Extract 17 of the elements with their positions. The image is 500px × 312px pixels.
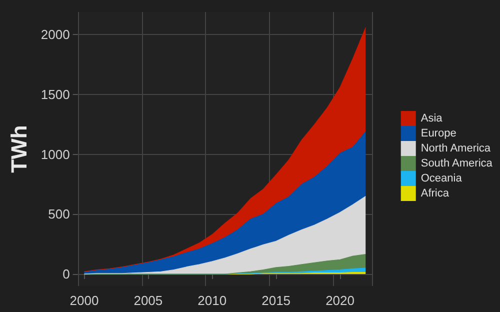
legend-label: Asia bbox=[420, 112, 444, 124]
legend-label: Oceania bbox=[420, 172, 463, 184]
x-tick-label: 2005 bbox=[134, 293, 163, 308]
y-tick-label: 1000 bbox=[40, 146, 70, 162]
y-tick-label: 500 bbox=[48, 206, 70, 222]
legend-label: North America bbox=[420, 142, 492, 154]
legend-label: South America bbox=[420, 158, 494, 170]
legend-label: Africa bbox=[420, 188, 450, 200]
y-tick-label: 0 bbox=[62, 266, 70, 282]
x-tick-label: 2010 bbox=[198, 293, 227, 308]
y-axis-title: TWh bbox=[6, 125, 32, 173]
y-tick-label: 2000 bbox=[40, 27, 70, 42]
x-tick-label: 2015 bbox=[262, 293, 291, 308]
y-tick-label: 1500 bbox=[40, 87, 70, 102]
x-tick-label: 2020 bbox=[326, 293, 354, 308]
x-tick-label: 2000 bbox=[70, 293, 99, 308]
legend-label: Europe bbox=[420, 128, 456, 140]
